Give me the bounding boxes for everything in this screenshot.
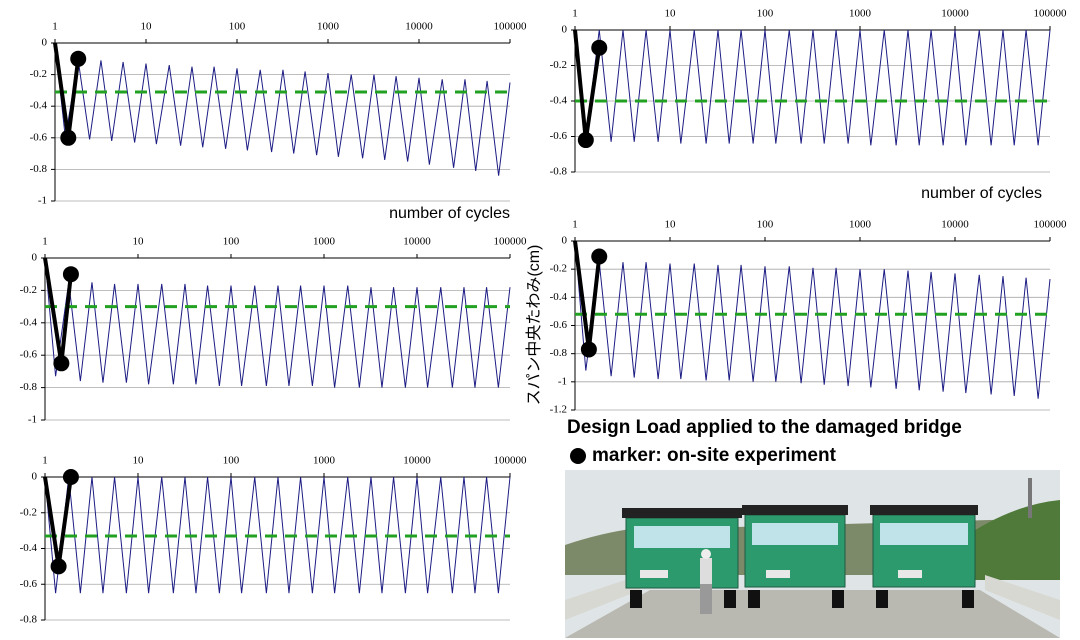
x-tick-label: 1 (42, 236, 48, 248)
experiment-marker (70, 51, 86, 67)
y-tick-label: -0.4 (550, 95, 568, 107)
y-tick-label: -0.2 (20, 506, 37, 518)
experiment-marker (53, 355, 69, 371)
x-tick-label: 10 (133, 236, 145, 248)
deflection-line (575, 241, 1050, 399)
y-tick-label: 0 (562, 24, 568, 36)
x-axis-label: number of cycles (389, 205, 510, 222)
x-tick-label: 100 (229, 21, 246, 33)
experiment-marker (581, 341, 597, 357)
x-tick-label: 100000 (494, 236, 528, 248)
x-tick-label: 10000 (941, 8, 969, 20)
y-tick-label: 0 (32, 252, 38, 264)
y-tick-label: -0.2 (550, 59, 567, 71)
y-tick-label: -0.6 (550, 319, 568, 331)
deflection-line (55, 43, 510, 176)
y-tick-label: -0.8 (550, 166, 568, 178)
experiment-marker (63, 266, 79, 282)
x-tick-label: 10 (141, 21, 153, 33)
y-tick-label: -1 (558, 375, 567, 387)
experiment-marker (578, 132, 594, 148)
x-tick-label: 10 (133, 455, 145, 467)
x-tick-label: 100 (757, 8, 774, 20)
x-tick-label: 1 (52, 21, 58, 33)
y-tick-label: -0.8 (550, 347, 568, 359)
x-tick-label: 100 (223, 455, 240, 467)
y-tick-label: -0.6 (550, 130, 568, 142)
y-tick-label: -0.8 (20, 614, 38, 626)
x-tick-label: 10 (665, 219, 677, 231)
experiment-marker (60, 130, 76, 146)
x-tick-label: 10000 (403, 455, 431, 467)
page: Design Load applied to the damaged bridg… (0, 0, 1080, 640)
y-tick-label: -1 (28, 414, 37, 426)
x-tick-label: 1000 (313, 455, 336, 467)
experiment-marker (591, 40, 607, 56)
y-tick-label: -0.6 (20, 349, 38, 361)
x-axis-label: number of cycles (921, 185, 1042, 202)
chart: 0 -0.2 -0.4 -0.6 -0.8 1 10 100 1000 10000 100000 nu… (550, 8, 1067, 203)
y-tick-label: 0 (32, 471, 38, 483)
x-tick-label: 100 (223, 236, 240, 248)
x-tick-label: 100000 (1034, 8, 1068, 20)
x-tick-label: 100 (757, 219, 774, 231)
y-tick-label: -0.4 (550, 291, 568, 303)
x-tick-label: 10 (665, 8, 677, 20)
y-tick-label: -0.4 (20, 316, 38, 328)
x-tick-label: 1000 (317, 21, 340, 33)
y-tick-label: -0.2 (30, 68, 47, 80)
y-tick-label: 0 (42, 37, 48, 49)
x-tick-label: 1000 (849, 8, 872, 20)
y-tick-label: -1.2 (550, 404, 567, 416)
x-tick-label: 1 (42, 455, 48, 467)
y-tick-label: -0.2 (550, 263, 567, 275)
x-tick-label: 10000 (941, 219, 969, 231)
y-axis-label: スパン中央たわみ(cm) (525, 245, 543, 406)
y-tick-label: -0.6 (30, 131, 48, 143)
experiment-marker (51, 558, 67, 574)
y-tick-label: -0.4 (30, 100, 48, 112)
chart: 0 -0.2 -0.4 -0.6 -0.8 1 10 100 1000 10000 100000 (20, 455, 527, 626)
x-tick-label: 10000 (405, 21, 433, 33)
y-tick-label: -0.6 (20, 578, 38, 590)
caption-title: Design Load applied to the damaged bridg… (567, 417, 962, 438)
y-tick-label: -0.2 (20, 284, 37, 296)
deflection-line (575, 30, 1050, 145)
x-tick-label: 100000 (494, 21, 528, 33)
caption-legend: marker: on-site experiment (592, 445, 837, 466)
x-tick-label: 1000 (849, 219, 872, 231)
x-tick-label: 10000 (403, 236, 431, 248)
legend-marker (570, 448, 586, 464)
x-tick-label: 1000 (313, 236, 336, 248)
chart: 0 -0.2 -0.4 -0.6 -0.8 -1 1 10 100 1000 10000 100000 (20, 236, 527, 426)
y-tick-label: -0.4 (20, 542, 38, 554)
experiment-marker (63, 469, 79, 485)
y-tick-label: -0.8 (20, 381, 38, 393)
y-tick-label: -0.8 (30, 163, 48, 175)
photo (565, 470, 1060, 638)
x-tick-label: 100000 (494, 455, 528, 467)
chart: 0 -0.2 -0.4 -0.6 -0.8 -1 1 10 100 1000 10000 100000… (30, 21, 527, 223)
x-tick-label: 1 (572, 8, 578, 20)
x-tick-label: 100000 (1034, 219, 1068, 231)
y-tick-label: -1 (38, 195, 47, 207)
y-tick-label: 0 (562, 235, 568, 247)
experiment-marker (591, 248, 607, 264)
x-tick-label: 1 (572, 219, 578, 231)
chart: 0 -0.2 -0.4 -0.6 -0.8 -1 -1.2 1 10 100 1000 10000 10… (525, 219, 1067, 416)
